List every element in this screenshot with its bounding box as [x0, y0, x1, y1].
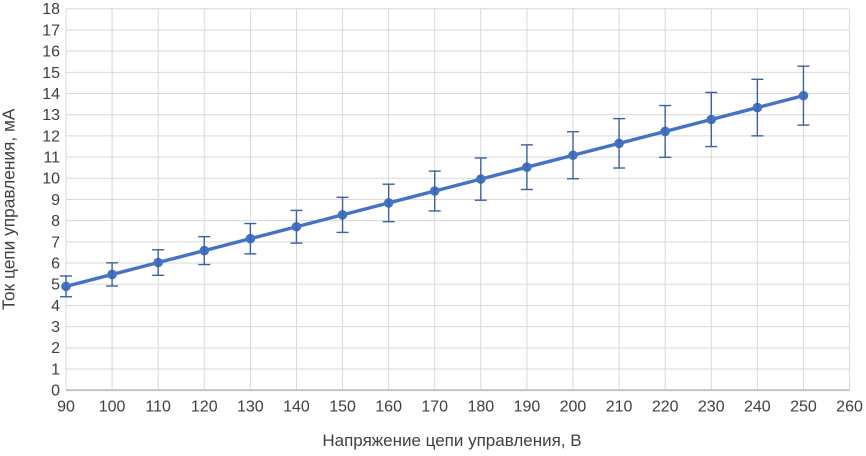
svg-text:15: 15 [42, 65, 60, 82]
svg-text:16: 16 [42, 44, 60, 61]
svg-text:13: 13 [42, 107, 60, 124]
svg-text:11: 11 [43, 150, 60, 167]
svg-text:5: 5 [51, 277, 60, 294]
svg-text:200: 200 [560, 399, 587, 416]
svg-text:180: 180 [467, 399, 494, 416]
svg-text:0: 0 [51, 383, 60, 400]
svg-text:14: 14 [42, 86, 60, 103]
svg-text:2: 2 [51, 340, 60, 357]
svg-text:4: 4 [51, 298, 60, 315]
svg-text:18: 18 [42, 1, 60, 18]
svg-text:90: 90 [57, 399, 75, 416]
svg-text:220: 220 [652, 399, 679, 416]
svg-text:6: 6 [51, 255, 60, 272]
svg-text:150: 150 [329, 399, 356, 416]
svg-text:17: 17 [42, 22, 60, 39]
svg-text:100: 100 [99, 399, 126, 416]
svg-text:170: 170 [421, 399, 448, 416]
svg-text:190: 190 [514, 399, 541, 416]
svg-text:130: 130 [237, 399, 264, 416]
svg-text:160: 160 [375, 399, 402, 416]
svg-text:110: 110 [145, 399, 171, 416]
svg-text:120: 120 [191, 399, 218, 416]
svg-text:9: 9 [51, 192, 60, 209]
svg-text:230: 230 [698, 399, 725, 416]
svg-text:3: 3 [51, 319, 60, 336]
svg-text:250: 250 [790, 399, 817, 416]
svg-text:Напряжение цепи управления, В: Напряжение цепи управления, В [322, 431, 581, 450]
svg-text:Ток цепи управления, мА: Ток цепи управления, мА [0, 108, 19, 310]
svg-text:240: 240 [744, 399, 771, 416]
svg-text:260: 260 [836, 399, 863, 416]
svg-text:1: 1 [51, 361, 60, 378]
svg-text:7: 7 [51, 234, 60, 251]
svg-text:140: 140 [283, 399, 310, 416]
svg-text:8: 8 [51, 213, 60, 230]
svg-text:10: 10 [42, 171, 60, 188]
svg-text:210: 210 [606, 399, 633, 416]
svg-text:12: 12 [42, 128, 60, 145]
